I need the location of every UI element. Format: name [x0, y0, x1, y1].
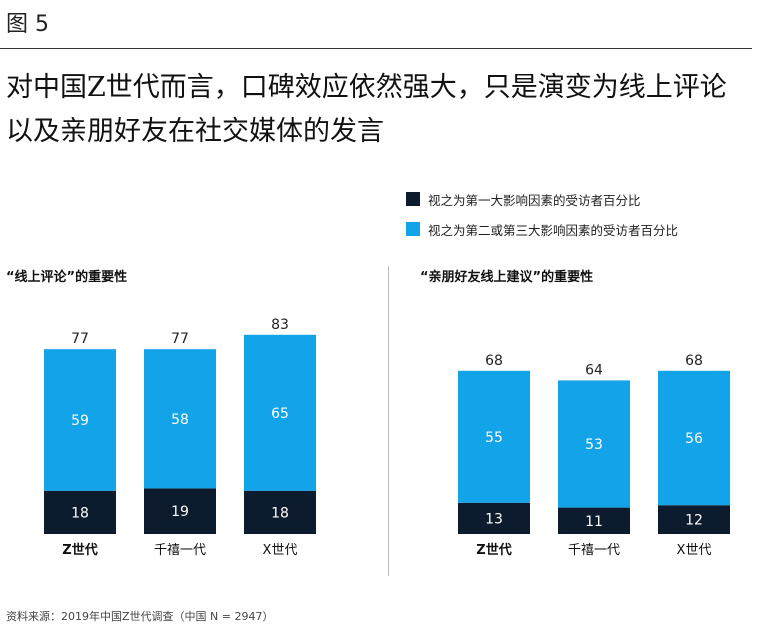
data-label-total: 68 — [485, 353, 503, 369]
bar-segment-second-third-factor — [558, 380, 630, 508]
legend-swatch-blue — [406, 222, 420, 236]
data-label-first-factor: 19 — [171, 504, 189, 520]
legend-label: 视之为第二或第三大影响因素的受访者百分比 — [428, 222, 679, 238]
data-label-first-factor: 13 — [485, 511, 503, 527]
legend-item-first-factor: 视之为第一大影响因素的受访者百分比 — [406, 184, 678, 214]
bar-segment-first-factor — [244, 490, 316, 534]
bar-segment-first-factor — [44, 490, 116, 534]
category-label: Z世代 — [62, 542, 97, 558]
bar-segment-first-factor — [458, 502, 530, 534]
chart-title-friends-advice: “亲朋好友线上建议”的重要性 — [420, 270, 594, 285]
legend-swatch-dark — [406, 192, 420, 206]
headline: 对中国Z世代而言，口碑效应依然强大，只是演变为线上评论以及亲朋好友在社交媒体的发… — [6, 72, 727, 147]
bar-segment-first-factor — [558, 507, 630, 534]
data-label-total: 83 — [271, 317, 289, 333]
legend: 视之为第一大影响因素的受访者百分比 视之为第二或第三大影响因素的受访者百分比 — [406, 184, 678, 244]
category-label: X世代 — [677, 543, 712, 558]
top-rule — [0, 48, 752, 49]
legend-label: 视之为第一大影响因素的受访者百分比 — [428, 192, 641, 208]
data-label-total: 77 — [171, 331, 189, 347]
bar-segment-second-third-factor — [244, 334, 316, 491]
chart-title-online-reviews: “线上评论”的重要性 — [6, 270, 128, 285]
data-label-first-factor: 11 — [585, 514, 603, 530]
bar-segment-second-third-factor — [144, 349, 216, 489]
category-label: 千禧一代 — [568, 543, 620, 558]
data-label-second-third-factor: 55 — [485, 430, 503, 446]
bar-segment-first-factor — [658, 505, 730, 534]
data-label-second-third-factor: 65 — [271, 406, 289, 422]
legend-item-second-third-factor: 视之为第二或第三大影响因素的受访者百分比 — [406, 214, 678, 244]
data-label-second-third-factor: 59 — [71, 413, 89, 429]
bar-segment-second-third-factor — [658, 370, 730, 506]
chart-divider — [388, 266, 389, 576]
data-label-second-third-factor: 56 — [685, 431, 703, 447]
data-label-total: 64 — [585, 362, 603, 378]
category-label: 千禧一代 — [154, 543, 206, 558]
data-label-first-factor: 18 — [71, 505, 89, 521]
data-label-total: 77 — [71, 331, 89, 347]
data-label-first-factor: 18 — [271, 505, 289, 521]
category-label: Z世代 — [476, 542, 511, 558]
bar-segment-second-third-factor — [44, 349, 116, 491]
bar-segment-first-factor — [144, 488, 216, 534]
source-footnote: 资料来源：2019年中国Z世代调查（中国 N = 2947） — [6, 610, 274, 623]
data-label-second-third-factor: 53 — [585, 437, 603, 453]
figure-label: 图 5 — [6, 12, 49, 37]
bar-segment-second-third-factor — [458, 370, 530, 503]
data-label-second-third-factor: 58 — [171, 412, 189, 428]
category-label: X世代 — [263, 543, 298, 558]
data-label-first-factor: 12 — [685, 513, 703, 529]
data-label-total: 68 — [685, 353, 703, 369]
